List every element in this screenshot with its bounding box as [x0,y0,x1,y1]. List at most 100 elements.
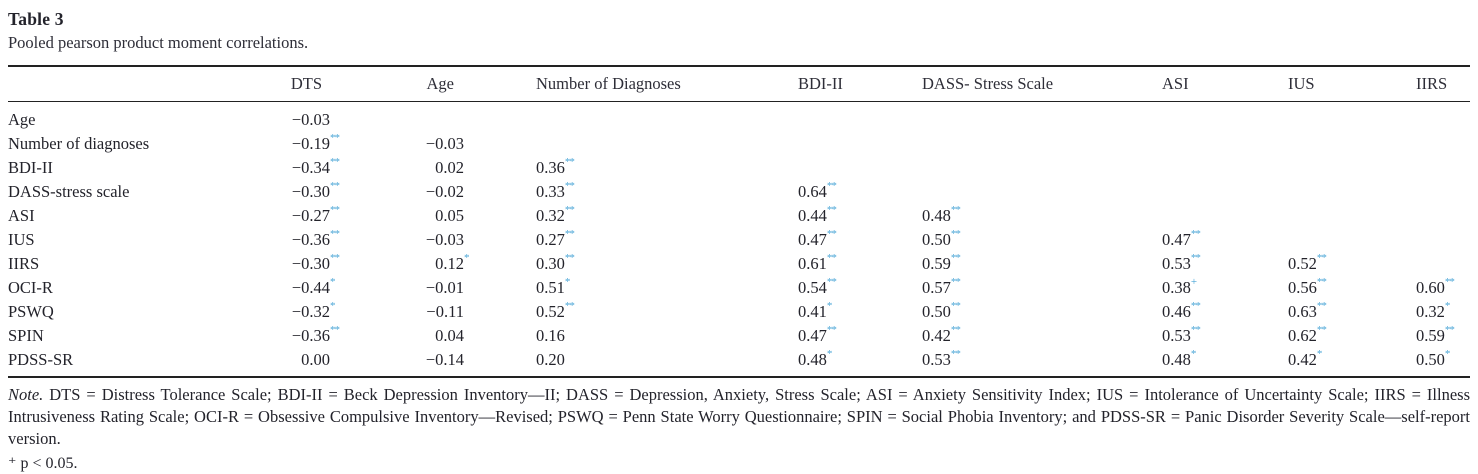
correlation-value: 0.48 [922,205,951,225]
column-header: IIRS [1416,73,1448,93]
correlation-value: −0.36 [291,325,330,345]
correlation-cell: 0.59** [922,252,1162,276]
row-label: OCI-R [8,277,53,297]
significance-marker: ** [564,252,575,264]
correlation-cell [1416,156,1470,180]
correlation-value: 0.12 [435,253,464,273]
correlation-value: −0.36 [291,229,330,249]
significance-marker: ** [950,228,961,240]
significance-marker: ** [950,300,961,312]
correlation-cell: −0.03 [348,228,536,252]
correlation-value: 0.53 [1162,253,1191,273]
correlation-cell [1288,228,1416,252]
correlation-cell [536,132,798,156]
correlation-value: 0.32 [536,205,565,225]
correlation-value: 0.59 [922,253,951,273]
column-header: DASS- Stress Scale [922,73,1054,93]
correlation-value: −0.02 [425,181,464,201]
correlation-value: 0.16 [536,325,565,345]
significance-marker: + [1190,276,1197,288]
correlation-cell: 0.38+ [1162,276,1288,300]
correlation-value: 0.60 [1416,277,1445,297]
correlation-value: 0.47 [798,325,827,345]
correlation-value: −0.32 [291,301,330,321]
table-row: IUS −0.36** −0.03 0.27** 0.47** 0.50** 0.47** [8,228,1470,252]
significance-marker: ** [564,156,575,168]
significance-marker: ** [564,300,575,312]
row-label: IIRS [8,253,40,273]
correlation-value: 0.50 [922,229,951,249]
row-label: DASS-stress scale [8,181,130,201]
correlation-cell: 0.56** [1288,276,1416,300]
column-header: Age [426,73,455,93]
correlation-cell: 0.48* [1162,348,1288,377]
table-number-title: Table 3 [8,9,64,29]
correlation-cell: −0.02 [348,180,536,204]
significance-marker: ** [1190,228,1201,240]
correlation-cell: 0.33** [536,180,798,204]
correlation-cell: 0.64** [798,180,922,204]
correlation-cell: 0.50** [922,300,1162,324]
correlation-cell: 0.57** [922,276,1162,300]
correlation-value: 0.63 [1288,301,1317,321]
correlation-value: 0.00 [301,349,330,369]
significance-marker: * [1316,348,1322,360]
correlation-value: 0.59 [1416,325,1445,345]
significance-marker: * [826,348,832,360]
correlation-cell: 0.60** [1416,276,1470,300]
correlation-cell: 0.61** [798,252,922,276]
correlation-cell: −0.36** [291,324,340,345]
significance-marker: ** [826,204,837,216]
table-row: SPIN −0.36** 0.04 0.16 0.47** 0.42** 0.53** 0.6… [8,324,1470,348]
table-row: DASS-stress scale −0.30** −0.02 0.33** 0.64*… [8,180,1470,204]
correlation-cell: −0.27** [291,204,340,225]
significance-marker: * [1190,348,1196,360]
correlation-cell [1416,228,1470,252]
correlation-cell: −0.30** [291,180,340,201]
correlation-value: 0.62 [1288,325,1317,345]
correlation-value: 0.41 [798,301,827,321]
correlation-cell: 0.42* [1288,348,1416,377]
correlation-value: −0.30 [291,253,330,273]
row-label: BDI-II [8,157,53,177]
correlation-cell: 0.46** [1162,300,1288,324]
significance-marker: ** [950,348,961,360]
correlation-value: −0.03 [291,109,330,129]
correlation-cell: 0.30** [536,252,798,276]
correlation-cell [922,156,1162,180]
correlation-cell [1288,180,1416,204]
correlation-value: 0.04 [435,325,464,345]
correlation-cell: 0.20 [536,348,798,377]
significance-marker: ** [564,204,575,216]
correlation-cell: 0.52** [536,300,798,324]
correlation-value: 0.42 [922,325,951,345]
correlation-value: 0.02 [435,157,464,177]
table-row: ASI −0.27** 0.05 0.32** 0.44** 0.48** [8,204,1470,228]
column-header: IUS [1288,73,1315,93]
correlation-cell [922,180,1162,204]
correlation-cell [798,156,922,180]
correlation-cell: 0.62** [1288,324,1416,348]
correlation-cell [1162,204,1288,228]
correlation-cell [798,101,922,132]
significance-marker: * [1444,348,1450,360]
row-label: ASI [8,205,35,225]
correlation-cell [1416,101,1470,132]
significance-marker: ** [950,204,961,216]
significance-marker: ** [950,252,961,264]
correlation-value: −0.03 [425,229,464,249]
correlation-value: 0.61 [798,253,827,273]
correlation-cell: 0.54** [798,276,922,300]
table-header-row: DTS Age Number of Diagnoses BDI-II DASS- Str… [8,66,1470,101]
correlation-value: 0.20 [536,349,565,369]
correlation-cell [1416,180,1470,204]
significance-marker: ** [1190,252,1201,264]
correlation-cell: 0.36** [536,156,798,180]
correlation-value: −0.44 [291,277,330,297]
significance-marker: ** [1190,324,1201,336]
correlation-value: 0.47 [798,229,827,249]
table-caption: Pooled pearson product moment correlatio… [8,33,309,52]
correlation-value: −0.30 [291,181,330,201]
significance-marker: ** [564,180,575,192]
